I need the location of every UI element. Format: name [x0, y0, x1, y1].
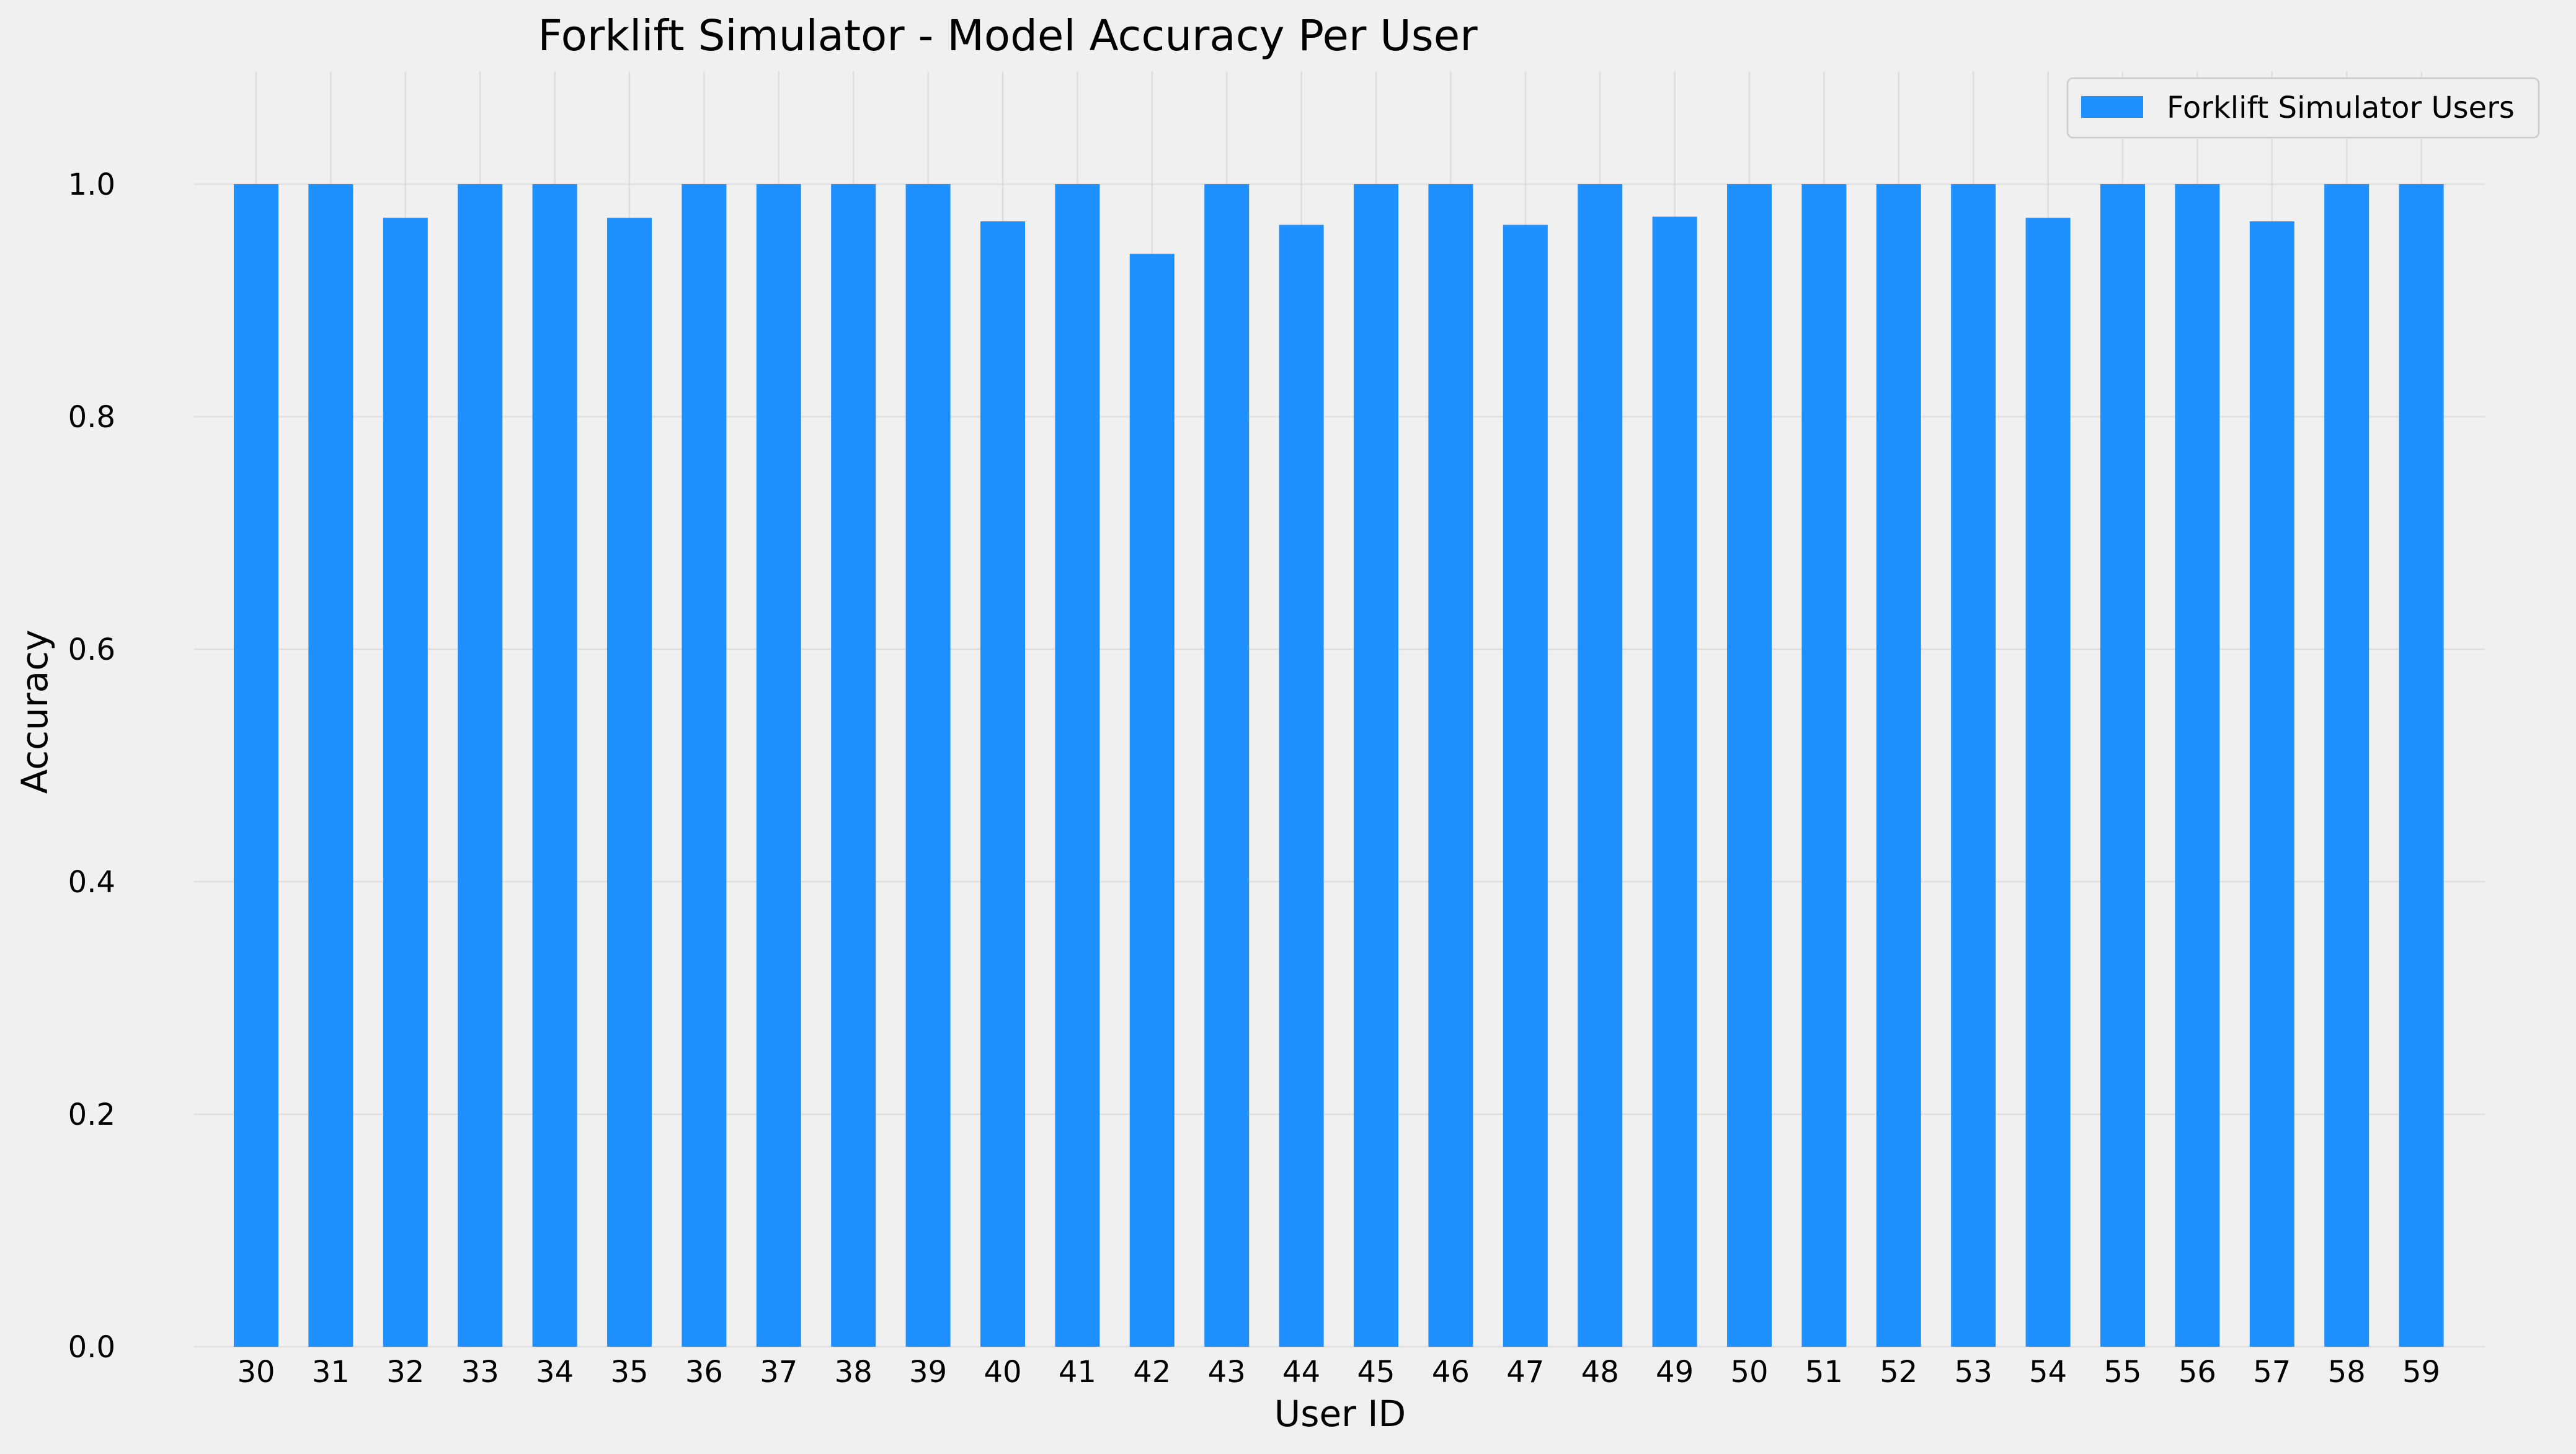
bar [234, 184, 278, 1347]
x-tick-label: 58 [2328, 1355, 2366, 1390]
x-tick-label: 59 [2402, 1355, 2440, 1390]
x-tick-label: 42 [1133, 1355, 1171, 1390]
x-tick-label: 31 [312, 1355, 350, 1390]
y-tick-label: 0.0 [68, 1330, 115, 1365]
y-tick-label: 0.2 [68, 1097, 115, 1132]
x-tick-label: 41 [1059, 1355, 1096, 1390]
bar [905, 184, 951, 1347]
bar [682, 184, 727, 1347]
x-tick-label: 52 [1880, 1355, 1917, 1390]
y-tick-label: 1.0 [68, 167, 115, 202]
bar [2399, 184, 2444, 1347]
bar [756, 184, 801, 1347]
x-tick-label: 57 [2253, 1355, 2291, 1390]
legend: Forklift Simulator Users [2066, 77, 2540, 139]
x-tick-label: 53 [1955, 1355, 1992, 1390]
x-tick-label: 40 [984, 1355, 1021, 1390]
bar [1204, 184, 1250, 1347]
x-tick-label: 45 [1357, 1355, 1395, 1390]
bar [1876, 184, 1921, 1347]
y-tick-label: 0.8 [68, 400, 115, 435]
x-tick-label: 56 [2178, 1355, 2216, 1390]
x-tick-label: 51 [1805, 1355, 1843, 1390]
y-axis-title: Accuracy [14, 630, 56, 794]
x-axis-title: User ID [1274, 1393, 1406, 1435]
bar [831, 184, 876, 1347]
y-tick-label: 0.4 [68, 865, 115, 900]
x-tick-label: 46 [1432, 1355, 1470, 1390]
x-tick-label: 33 [461, 1355, 499, 1390]
x-tick-label: 47 [1506, 1355, 1544, 1390]
bar [2249, 221, 2294, 1347]
y-axis-ticks: 0.0 0.2 0.4 0.6 0.8 1.0 [68, 167, 115, 1365]
x-axis-ticks: 30 31 32 33 34 35 36 37 38 39 40 41 42 43 44 45 46 47 48 49… [237, 1355, 2440, 1390]
bar [2175, 184, 2220, 1347]
bar [1801, 184, 1847, 1347]
x-tick-label: 38 [835, 1355, 873, 1390]
bar [1503, 224, 1548, 1347]
x-tick-label: 34 [536, 1355, 574, 1390]
bar [383, 218, 428, 1347]
bar [308, 184, 353, 1347]
bar [2100, 184, 2145, 1347]
x-tick-label: 54 [2029, 1355, 2067, 1390]
x-tick-label: 44 [1282, 1355, 1320, 1390]
x-tick-label: 43 [1208, 1355, 1246, 1390]
x-tick-label: 35 [610, 1355, 648, 1390]
bar [1652, 216, 1697, 1347]
y-tick-label: 0.6 [68, 632, 115, 667]
bars [234, 184, 2444, 1347]
bar [532, 184, 577, 1347]
bar [1129, 254, 1175, 1347]
bar [1578, 184, 1623, 1347]
x-tick-label: 55 [2103, 1355, 2141, 1390]
bar [980, 221, 1025, 1347]
bar [1354, 184, 1398, 1347]
bar [458, 184, 503, 1347]
bar [1279, 224, 1324, 1347]
chart-title: Forklift Simulator - Model Accuracy Per … [538, 11, 1478, 61]
x-tick-label: 37 [760, 1355, 797, 1390]
bar [2025, 218, 2071, 1347]
bar [1055, 184, 1100, 1347]
bar [1951, 184, 1996, 1347]
x-tick-label: 39 [909, 1355, 947, 1390]
legend-label: Forklift Simulator Users [2167, 91, 2515, 125]
legend-frame [2066, 77, 2540, 139]
bar [607, 218, 652, 1347]
x-tick-label: 49 [1656, 1355, 1694, 1390]
bar [1727, 184, 1772, 1347]
x-tick-label: 50 [1730, 1355, 1768, 1390]
x-tick-label: 30 [237, 1355, 275, 1390]
bar [1428, 184, 1473, 1347]
bar [2324, 184, 2369, 1347]
x-tick-label: 32 [386, 1355, 424, 1390]
legend-swatch [2081, 96, 2143, 118]
x-tick-label: 48 [1581, 1355, 1619, 1390]
x-tick-label: 36 [685, 1355, 723, 1390]
